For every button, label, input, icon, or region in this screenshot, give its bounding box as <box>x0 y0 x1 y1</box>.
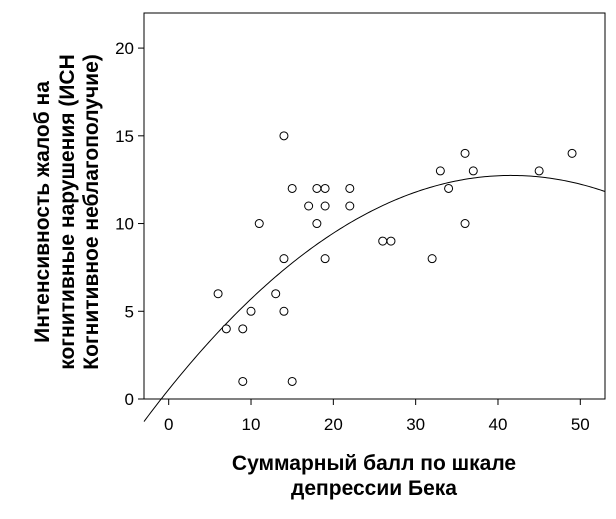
data-point <box>460 148 470 158</box>
data-point <box>279 131 289 141</box>
data-point <box>221 324 231 334</box>
data-point <box>304 201 314 211</box>
y-axis-title-line-2: когнитивные нарушения (ИСН <box>56 54 79 370</box>
y-tick-label: 15 <box>115 127 134 146</box>
data-point <box>320 183 330 193</box>
x-tick-label: 50 <box>571 415 590 434</box>
plot-frame <box>143 12 606 400</box>
x-tick-label: 0 <box>164 415 173 434</box>
data-point <box>279 254 289 264</box>
data-point <box>238 376 248 386</box>
data-point <box>254 219 264 229</box>
x-axis-ticks: 0 10 20 30 40 50 <box>164 399 590 434</box>
y-tick-label: 10 <box>115 215 134 234</box>
y-tick-label: 0 <box>125 390 134 409</box>
data-point <box>386 236 396 246</box>
data-point <box>213 289 223 299</box>
data-point <box>468 166 478 176</box>
y-axis-title-line-1: Интенсивность жалоб на <box>31 81 54 343</box>
data-point <box>238 324 248 334</box>
data-point <box>435 166 445 176</box>
fit-curve <box>143 174 606 422</box>
x-tick-label: 30 <box>406 415 425 434</box>
data-points <box>213 131 577 386</box>
y-tick-label: 20 <box>115 39 134 58</box>
data-point <box>427 254 437 264</box>
x-axis-title-line-1: Суммарный балл по шкале <box>232 452 516 475</box>
x-axis-title-line-2: депрессии Бека <box>291 477 457 500</box>
x-tick-label: 10 <box>242 415 261 434</box>
data-point <box>378 236 388 246</box>
data-point <box>246 306 256 316</box>
data-point <box>460 219 470 229</box>
data-point <box>271 289 281 299</box>
data-point <box>567 148 577 158</box>
data-point <box>534 166 544 176</box>
x-tick-label: 40 <box>489 415 508 434</box>
y-axis-ticks: 0 5 10 15 20 <box>115 39 144 409</box>
data-point <box>320 201 330 211</box>
x-tick-label: 20 <box>324 415 343 434</box>
data-point <box>444 183 454 193</box>
data-point <box>320 254 330 264</box>
data-point <box>287 376 297 386</box>
data-point <box>345 183 355 193</box>
data-point <box>312 219 322 229</box>
y-tick-label: 5 <box>125 302 134 321</box>
y-axis-title-line-3: Когнитивное неблагополучие) <box>80 54 103 369</box>
data-point <box>279 306 289 316</box>
data-point <box>312 183 322 193</box>
data-point <box>345 201 355 211</box>
data-point <box>287 183 297 193</box>
